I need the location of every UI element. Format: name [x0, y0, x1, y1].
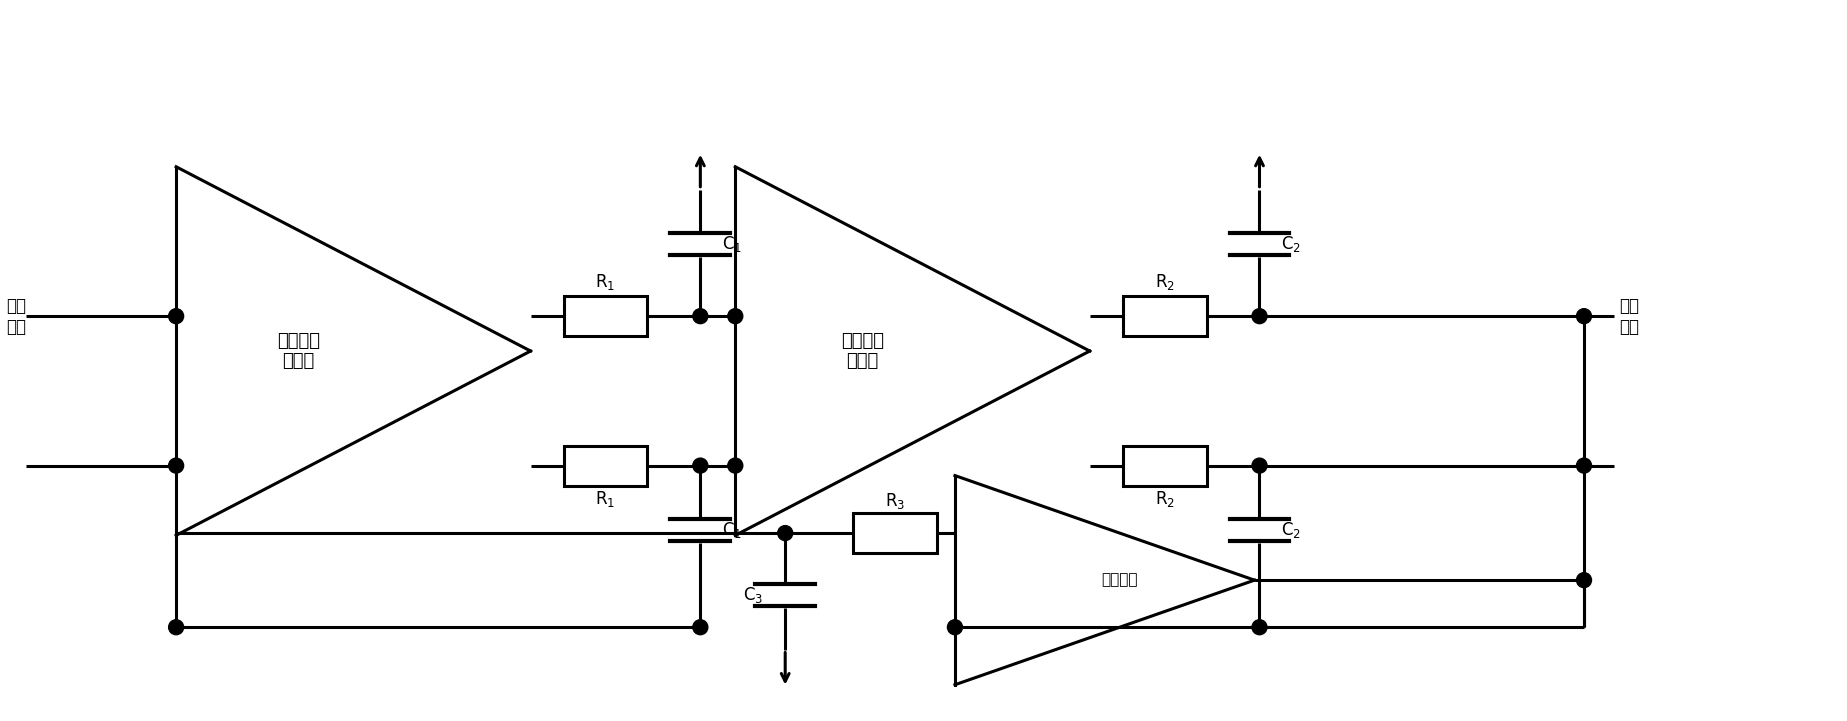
Text: 差分
输入: 差分 输入 [6, 297, 26, 335]
Bar [563, 446, 648, 485]
Circle shape [1252, 620, 1267, 634]
Circle shape [948, 620, 962, 634]
Text: 主放大器
第一级: 主放大器 第一级 [277, 332, 320, 371]
Circle shape [693, 458, 707, 473]
Bar [1123, 446, 1206, 485]
Circle shape [1252, 458, 1267, 473]
Circle shape [778, 526, 792, 541]
Circle shape [728, 309, 742, 324]
Text: R$_2$: R$_2$ [1154, 490, 1175, 510]
Text: R$_3$: R$_3$ [885, 491, 905, 511]
Text: 共模反馈: 共模反馈 [1101, 572, 1138, 588]
Text: C$_1$: C$_1$ [722, 234, 742, 255]
Circle shape [693, 620, 707, 634]
Bar [563, 296, 648, 336]
Circle shape [1577, 572, 1592, 588]
Circle shape [1577, 458, 1592, 473]
Bar [853, 513, 936, 553]
Circle shape [168, 309, 183, 324]
Text: C$_3$: C$_3$ [742, 585, 763, 605]
Text: C$_1$: C$_1$ [722, 521, 742, 540]
Circle shape [1577, 309, 1592, 324]
Circle shape [168, 620, 183, 634]
Text: C$_2$: C$_2$ [1282, 234, 1302, 255]
Text: R$_1$: R$_1$ [595, 273, 615, 292]
Circle shape [728, 458, 742, 473]
Text: C$_2$: C$_2$ [1282, 521, 1302, 540]
Text: 主放大器
第二级: 主放大器 第二级 [840, 332, 885, 371]
Circle shape [693, 309, 707, 324]
Circle shape [1252, 309, 1267, 324]
Bar [1123, 296, 1206, 336]
Text: R$_2$: R$_2$ [1154, 273, 1175, 292]
Text: 差分
输出: 差分 输出 [1620, 297, 1638, 335]
Circle shape [168, 458, 183, 473]
Text: R$_1$: R$_1$ [595, 490, 615, 510]
